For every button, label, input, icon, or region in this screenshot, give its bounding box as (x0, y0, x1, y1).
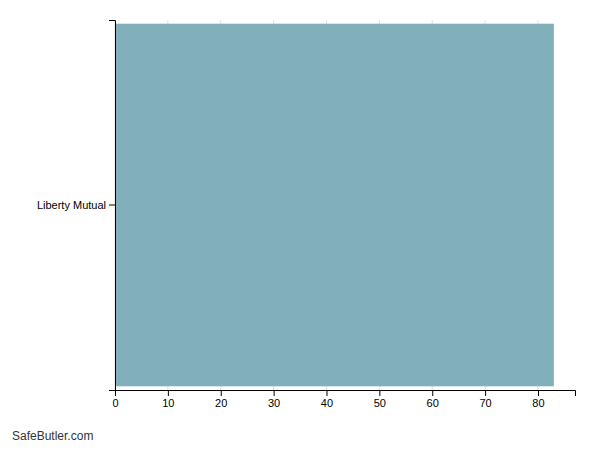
x-tick-mark (432, 390, 433, 396)
x-tick: 60 (427, 390, 439, 409)
x-tick-mark (168, 390, 169, 396)
y-axis-line (109, 21, 116, 391)
y-axis: Liberty Mutual (37, 21, 116, 391)
x-tick-mark (274, 390, 275, 396)
x-tick-label: 10 (162, 397, 174, 409)
x-tick-mark (326, 390, 327, 396)
x-axis-line (116, 391, 576, 397)
x-tick-label: 30 (268, 397, 280, 409)
x-tick-label: 70 (479, 397, 491, 409)
y-tick: Liberty Mutual (37, 199, 115, 211)
x-tick: 70 (479, 390, 491, 409)
x-tick-label: 0 (112, 397, 118, 409)
plot: 0 10 20 30 40 50 60 70 80 Liberty Mutual (37, 20, 576, 409)
x-tick: 0 (112, 390, 118, 409)
x-tick-mark (221, 390, 222, 396)
x-tick-label: 60 (427, 397, 439, 409)
x-tick: 80 (532, 390, 544, 409)
bars (115, 24, 554, 387)
x-tick-label: 40 (321, 397, 333, 409)
chart: 0 10 20 30 40 50 60 70 80 Liberty Mutual SafeButle… (0, 0, 600, 450)
x-tick-mark (485, 390, 486, 396)
bar (115, 24, 554, 387)
x-tick: 10 (162, 390, 174, 409)
y-tick-mark (109, 205, 115, 206)
x-tick-label: 50 (374, 397, 386, 409)
y-tick-label: Liberty Mutual (37, 199, 106, 211)
x-tick-label: 80 (532, 397, 544, 409)
x-tick-mark (538, 390, 539, 396)
watermark: SafeButler.com (12, 429, 93, 443)
x-tick: 50 (374, 390, 386, 409)
x-tick-label: 20 (215, 397, 227, 409)
x-tick: 20 (215, 390, 227, 409)
x-axis: 0 10 20 30 40 50 60 70 80 (112, 390, 575, 409)
x-tick-mark (379, 390, 380, 396)
x-tick: 40 (321, 390, 333, 409)
x-tick: 30 (268, 390, 280, 409)
